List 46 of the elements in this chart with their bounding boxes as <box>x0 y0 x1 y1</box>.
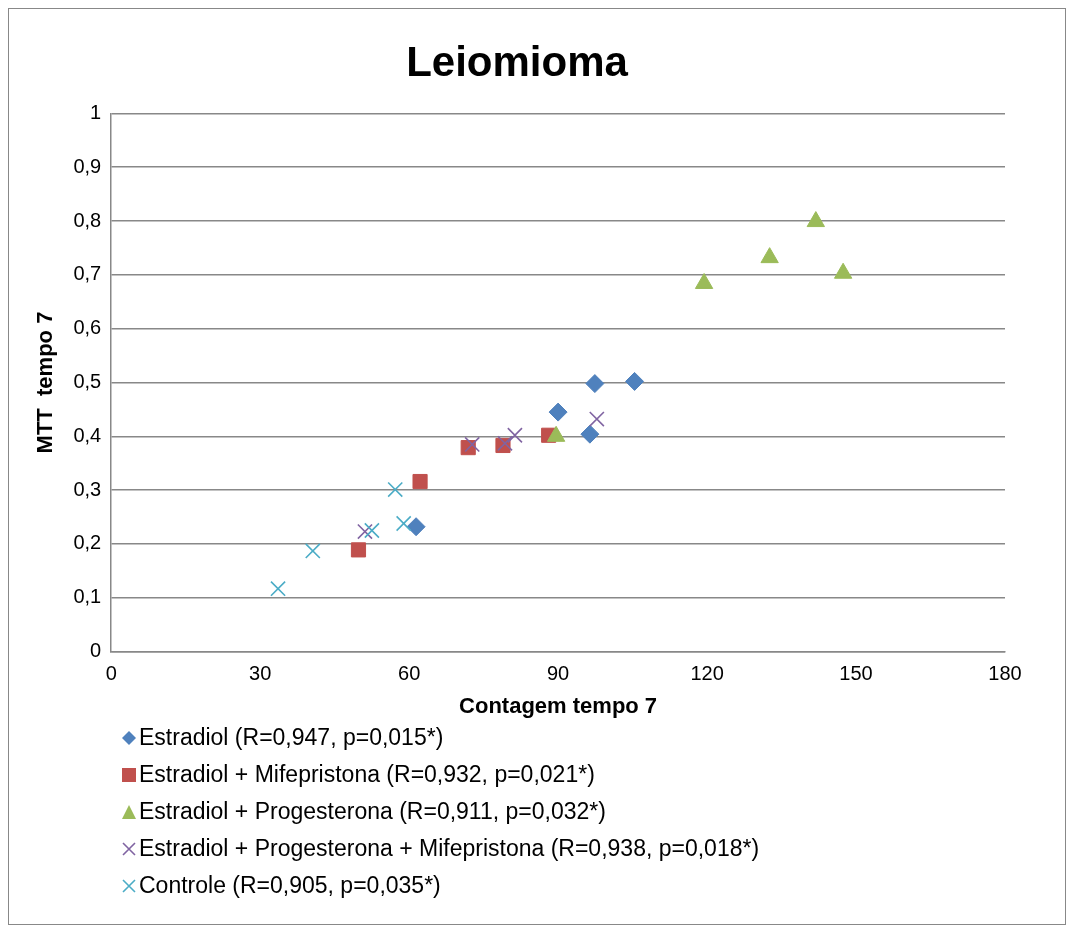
y-tick-label: 0,5 <box>73 370 102 393</box>
x-tick-label: 180 <box>988 662 1022 685</box>
point <box>357 523 373 540</box>
legend-label: Estradiol + Mifepristona (R=0,932, p=0,021*) <box>139 761 595 788</box>
point <box>694 272 714 289</box>
point <box>270 580 286 597</box>
point <box>833 262 853 279</box>
point <box>304 543 321 559</box>
point <box>406 517 426 537</box>
x-tick-label: 90 <box>546 662 570 685</box>
point <box>760 247 779 264</box>
y-tick-label: 0,8 <box>73 208 102 231</box>
y-tick-label: 0,4 <box>73 423 102 446</box>
y-tick-label: 0,2 <box>73 531 102 554</box>
point <box>364 522 380 539</box>
chart-title: Leiomioma <box>406 37 629 85</box>
point <box>412 473 428 490</box>
y-tick-label: 0 <box>90 639 102 662</box>
legend-label: Controle (R=0,905, p=0,035*) <box>139 872 441 899</box>
point <box>625 371 645 391</box>
y-tick-label: 1 <box>90 100 102 123</box>
point <box>395 515 412 532</box>
y-tick-label: 0,9 <box>73 154 102 177</box>
x-tick-label: 0 <box>105 662 117 685</box>
y-tick-label: 0,1 <box>73 585 102 608</box>
point <box>464 436 481 453</box>
y-axis-title: MTT tempo 7 <box>32 311 58 454</box>
point <box>507 427 523 444</box>
legend-label: Estradiol + Progesterona (R=0,911, p=0,032*) <box>139 798 606 825</box>
point <box>387 481 404 498</box>
point <box>588 411 605 427</box>
point <box>548 402 568 422</box>
x-tick-label: 60 <box>398 662 421 685</box>
legend-label: Estradiol + Progesterona + Mifepristona (R=0,938, p=0,018*) <box>139 835 760 862</box>
x-tick-label: 30 <box>249 662 272 685</box>
y-tick-label: 0,6 <box>73 316 102 339</box>
y-tick-label: 0,3 <box>73 477 102 500</box>
legend-label: Estradiol (R=0,947, p=0,015*) <box>139 724 444 751</box>
point <box>585 374 605 394</box>
x-tick-label: 150 <box>839 662 873 685</box>
x-tick-label: 120 <box>690 662 724 685</box>
point <box>806 211 825 228</box>
y-tick-label: 0,7 <box>73 262 102 285</box>
x-axis-title: Contagem tempo 7 <box>459 692 658 718</box>
point <box>580 424 600 444</box>
point <box>350 542 367 558</box>
